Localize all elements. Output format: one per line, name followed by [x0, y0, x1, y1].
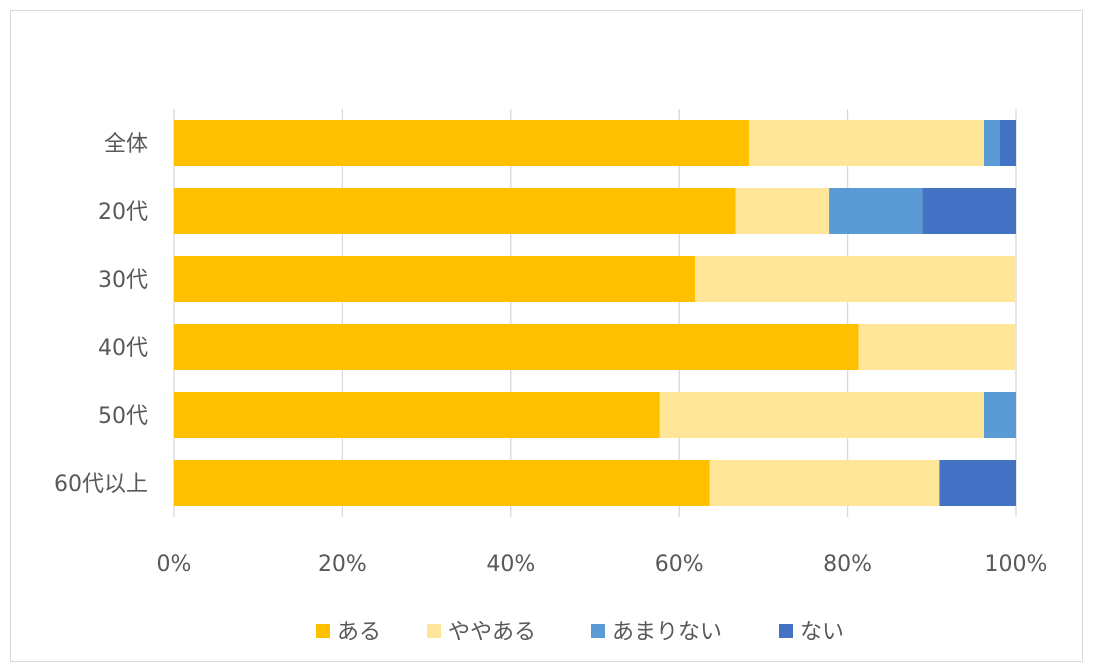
legend-label: ない: [800, 620, 844, 645]
bar-segment: [174, 392, 660, 438]
x-tick-label: 40%: [486, 552, 535, 577]
bar-segment: [735, 188, 830, 234]
category-label: 40代: [98, 336, 148, 361]
bars: [174, 120, 1016, 506]
x-tick-label: 0%: [157, 552, 192, 577]
bar-segment: [922, 188, 1016, 234]
x-tick-label: 60%: [655, 552, 704, 577]
bar-segment: [174, 120, 750, 166]
bar-segment: [174, 256, 696, 302]
legend-swatch: [427, 624, 441, 638]
bar-segment: [659, 392, 985, 438]
legend-swatch: [591, 624, 605, 638]
category-label: 50代: [98, 404, 148, 429]
bar-segment: [939, 460, 1016, 506]
legend-swatch: [779, 624, 793, 638]
bar-segment: [695, 256, 1016, 302]
category-labels: 全体 20代 30代 40代 50代 60代以上: [54, 132, 148, 497]
bar-segment: [984, 392, 1016, 438]
gridlines: [173, 109, 1017, 517]
bar-segment: [1000, 120, 1016, 166]
legend: ある ややある あまりない ない: [316, 620, 844, 645]
legend-swatch: [316, 624, 330, 638]
chart-frame: 全体 20代 30代 40代 50代 60代以上 0% 20% 40% 60% 80% 100% あ…: [10, 10, 1083, 662]
bar-segment: [174, 460, 710, 506]
legend-label: ややある: [448, 620, 536, 645]
x-tick-label: 100%: [985, 552, 1048, 577]
bar-segment: [858, 324, 1016, 370]
bar-segment: [984, 120, 1001, 166]
bar-segment: [829, 188, 923, 234]
category-label: 30代: [98, 268, 148, 293]
legend-label: ある: [337, 620, 381, 645]
x-tick-label: 80%: [823, 552, 872, 577]
x-axis-tick-labels: 0% 20% 40% 60% 80% 100%: [157, 552, 1048, 577]
bar-segment: [174, 188, 736, 234]
category-label: 20代: [98, 200, 148, 225]
bar-segment: [749, 120, 985, 166]
legend-label: あまりない: [612, 620, 722, 645]
category-label: 全体: [104, 132, 148, 157]
x-tick-label: 20%: [318, 552, 367, 577]
category-label: 60代以上: [54, 472, 148, 497]
bar-segment: [709, 460, 940, 506]
bar-segment: [174, 324, 859, 370]
stacked-bar-chart: 全体 20代 30代 40代 50代 60代以上 0% 20% 40% 60% 80% 100% あ…: [54, 109, 1048, 645]
